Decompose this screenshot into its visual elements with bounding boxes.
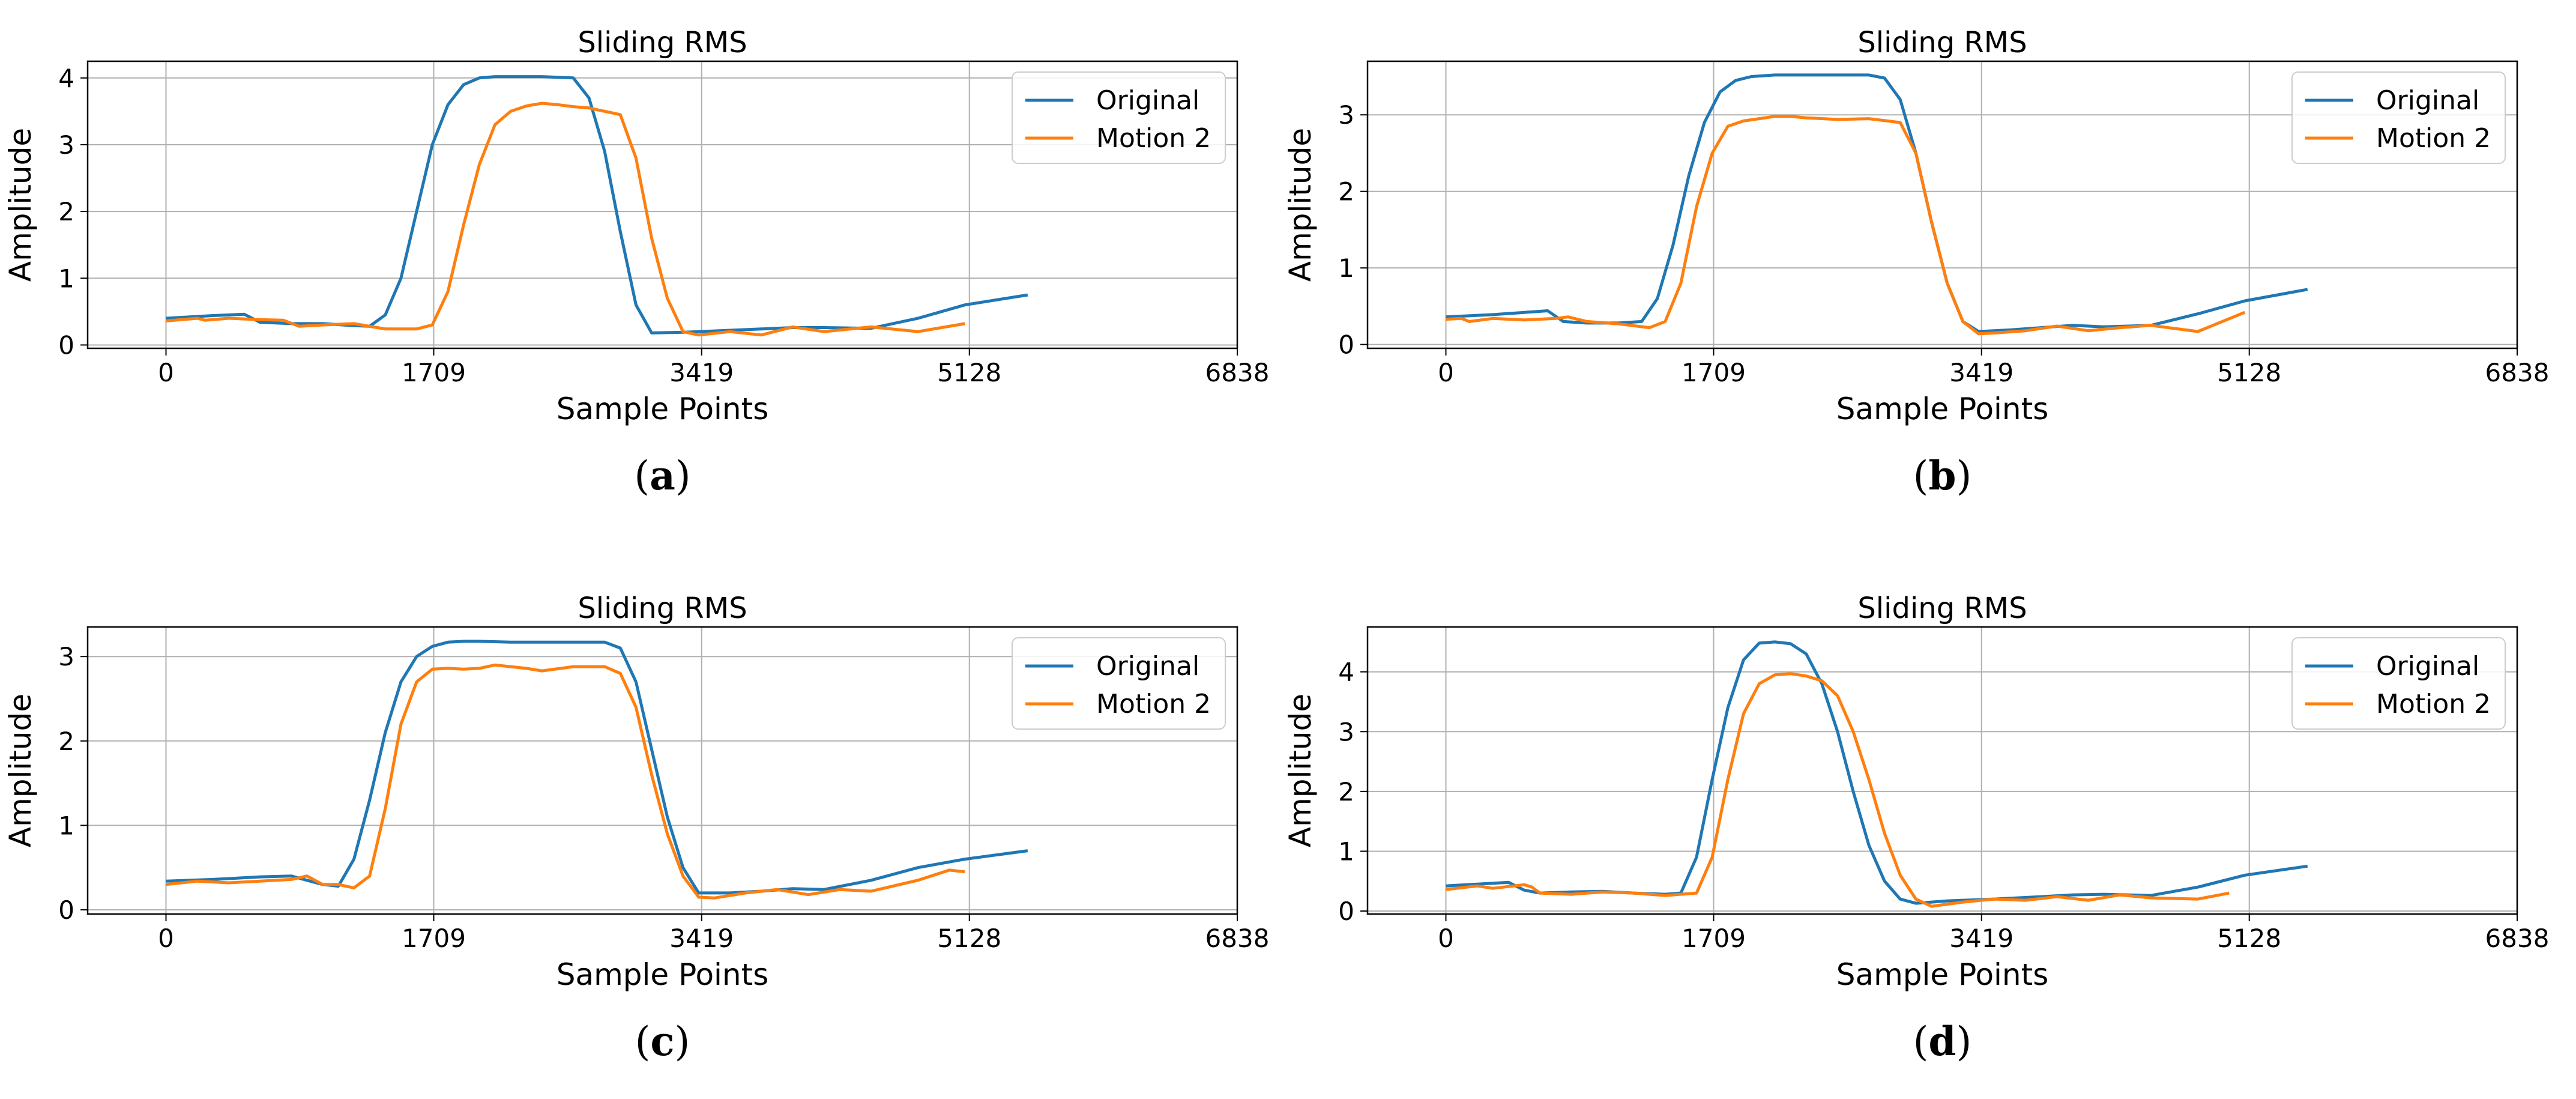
- legend: Original Motion 2: [2291, 637, 2506, 730]
- x-tick-label: 1709: [1682, 924, 1746, 953]
- y-axis-label: Amplitude: [3, 694, 38, 847]
- x-tick-label: 5128: [2217, 358, 2281, 387]
- x-tick-label: 3419: [669, 924, 734, 953]
- series-line-1: [166, 101, 965, 337]
- subplot-caption: (b): [1913, 452, 1972, 499]
- x-axis-label: Sample Points: [1836, 392, 2049, 426]
- chart-title: Sliding RMS: [1857, 592, 2027, 625]
- x-tick-label: 1709: [402, 924, 466, 953]
- y-axis-label: Amplitude: [1283, 128, 1318, 282]
- legend-box: [2291, 637, 2506, 730]
- subplot-caption: (d): [1913, 1018, 1972, 1065]
- plot-frame: [1366, 60, 2518, 350]
- x-tick-label: 3419: [1949, 924, 2013, 953]
- y-tick-label: 0: [1338, 897, 1354, 926]
- series-line-0: [166, 640, 1028, 895]
- series-line-0: [1446, 640, 2308, 905]
- series-line-1: [166, 663, 965, 900]
- y-tick-label: 2: [1338, 177, 1354, 207]
- legend-label-0: Original: [1096, 651, 1199, 682]
- x-tick-label: 1709: [1682, 358, 1746, 387]
- y-axis-label: Amplitude: [1283, 694, 1318, 847]
- legend-label-1: Motion 2: [2376, 689, 2491, 719]
- x-tick-label: 6838: [2485, 358, 2550, 387]
- series-line-1: [1446, 115, 2246, 336]
- legend-label-1: Motion 2: [2376, 123, 2491, 154]
- y-tick-label: 1: [58, 811, 74, 840]
- y-tick-label: 3: [1338, 717, 1354, 746]
- x-tick-label: 1709: [402, 358, 466, 387]
- subplot-b: 0 1709 3419 5128 6838 0 1 2 3 Sliding RMS Sample P…: [1283, 26, 2549, 499]
- x-axis-label: Sample Points: [557, 392, 769, 426]
- y-tick-label: 1: [58, 264, 74, 293]
- plot-frame: [86, 626, 1238, 915]
- legend-box: [1012, 637, 1226, 730]
- y-tick-label: 0: [58, 895, 74, 925]
- y-tick-label: 2: [58, 197, 74, 226]
- y-tick-label: 2: [1338, 777, 1354, 807]
- y-axis-label: Amplitude: [3, 128, 38, 282]
- legend: Original Motion 2: [1012, 71, 1226, 164]
- legend: Original Motion 2: [1012, 637, 1226, 730]
- x-tick-label: 5128: [937, 924, 1001, 953]
- y-tick-label: 3: [58, 642, 74, 671]
- chart-title: Sliding RMS: [1857, 26, 2027, 59]
- x-tick-label: 0: [158, 358, 174, 387]
- plot-frame: [1366, 626, 2518, 915]
- subplot-a: 0 1709 3419 5128 6838 0 1 2 3 4 Sliding RMS Sample …: [3, 26, 1269, 499]
- x-tick-label: 5128: [2217, 924, 2281, 953]
- x-axis-label: Sample Points: [557, 957, 769, 992]
- legend-label-1: Motion 2: [1096, 689, 1211, 719]
- plot-frame: [86, 60, 1238, 350]
- y-tick-label: 4: [1338, 658, 1354, 687]
- chart-title: Sliding RMS: [578, 26, 747, 59]
- y-tick-label: 3: [1338, 100, 1354, 130]
- y-tick-label: 4: [58, 64, 74, 93]
- chart-title: Sliding RMS: [578, 592, 747, 625]
- y-tick-label: 2: [58, 727, 74, 756]
- x-tick-label: 6838: [1205, 358, 1270, 387]
- y-tick-label: 0: [1338, 330, 1354, 360]
- series-line-0: [1446, 73, 2308, 333]
- legend-box: [1012, 71, 1226, 164]
- x-tick-label: 0: [1438, 924, 1454, 953]
- y-tick-label: 3: [58, 130, 74, 160]
- legend-box: [2291, 71, 2506, 164]
- subplot-caption: (a): [634, 452, 690, 499]
- y-tick-label: 1: [1338, 253, 1354, 283]
- legend-label-1: Motion 2: [1096, 123, 1211, 154]
- legend-label-0: Original: [2376, 651, 2479, 682]
- series-line-1: [1446, 672, 2230, 908]
- x-axis-label: Sample Points: [1836, 957, 2049, 992]
- x-tick-label: 6838: [2485, 924, 2550, 953]
- legend: Original Motion 2: [2291, 71, 2506, 164]
- x-tick-label: 5128: [937, 358, 1001, 387]
- subplot-caption: (c): [635, 1018, 690, 1065]
- series-line-0: [166, 75, 1028, 335]
- y-tick-label: 0: [58, 330, 74, 360]
- x-tick-label: 6838: [1205, 924, 1270, 953]
- y-tick-label: 1: [1338, 837, 1354, 866]
- legend-label-0: Original: [1096, 85, 1199, 116]
- subplot-d: 0 1709 3419 5128 6838 0 1 2 3 4 Sliding RMS Sample …: [1283, 592, 2549, 1065]
- legend-label-0: Original: [2376, 85, 2479, 116]
- x-tick-label: 3419: [1949, 358, 2013, 387]
- subplot-c: 0 1709 3419 5128 6838 0 1 2 3 Sliding RMS Sample P…: [3, 592, 1269, 1065]
- x-tick-label: 0: [158, 924, 174, 953]
- x-tick-label: 0: [1438, 358, 1454, 387]
- x-tick-label: 3419: [669, 358, 734, 387]
